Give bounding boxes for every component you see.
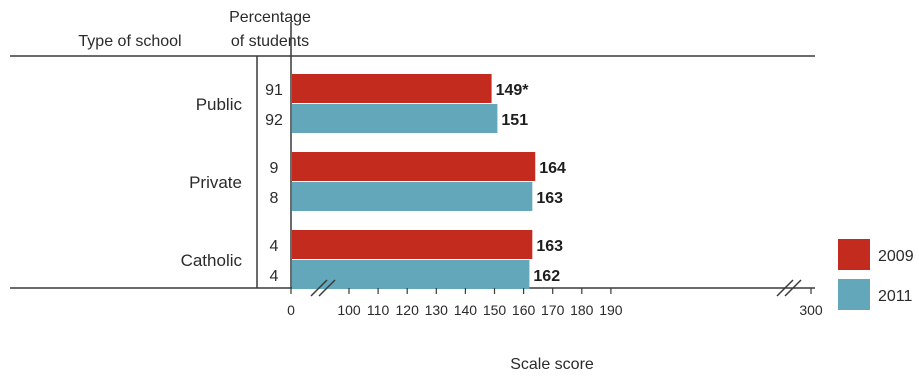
value-label-catholic-2011: 162: [533, 268, 560, 285]
percentage-private-2011: 8: [270, 190, 279, 207]
x-tick-label-150: 150: [483, 302, 507, 318]
value-label-private-2011: 163: [536, 190, 563, 207]
percentage-catholic-2009: 4: [270, 238, 279, 255]
bar-public-2011: [292, 104, 498, 133]
percentage-catholic-2011: 4: [270, 268, 279, 285]
bar-catholic-2009: [292, 230, 533, 259]
value-label-public-2009: 149*: [496, 82, 530, 99]
legend-swatch-2011: [838, 279, 870, 310]
bars: [292, 74, 536, 289]
axis-break-left: [310, 279, 336, 297]
x-tick-label-190: 190: [599, 302, 623, 318]
percentage-public-2011: 92: [265, 112, 283, 129]
legend: 2009 2011: [838, 239, 914, 310]
value-labels: 149* 151 164 163 163 162: [496, 82, 566, 285]
value-label-public-2011: 151: [501, 112, 528, 129]
percentage-public-2009: 91: [265, 82, 283, 99]
percentage-private-2009: 9: [270, 160, 279, 177]
x-tick-label-180: 180: [570, 302, 594, 318]
bar-private-2011: [292, 182, 533, 211]
category-label-public: Public: [196, 95, 243, 114]
value-label-private-2009: 164: [539, 160, 566, 177]
x-tick-label-100: 100: [337, 302, 361, 318]
percentage-labels: 91 92 9 8 4 4: [265, 82, 283, 285]
x-axis-title: Scale score: [510, 356, 594, 373]
x-tick-label-170: 170: [541, 302, 565, 318]
axis-break-right: [776, 279, 802, 297]
legend-swatch-2009: [838, 239, 870, 270]
legend-label-2011: 2011: [878, 288, 913, 305]
x-tick-label-160: 160: [512, 302, 536, 318]
bar-public-2009: [292, 74, 492, 103]
value-label-catholic-2009: 163: [536, 238, 563, 255]
x-tick-label-140: 140: [454, 302, 478, 318]
x-ticks: 0 100 110 120 130 140 150 160 170 180 190 300: [287, 288, 823, 318]
x-tick-label-120: 120: [396, 302, 420, 318]
x-tick-label-300: 300: [799, 302, 823, 318]
header-type-of-school: Type of school: [78, 33, 181, 50]
legend-label-2009: 2009: [878, 248, 914, 265]
category-label-catholic: Catholic: [181, 251, 243, 270]
x-tick-label-0: 0: [287, 302, 295, 318]
bar-catholic-2011: [292, 260, 530, 289]
x-tick-label-110: 110: [367, 302, 390, 318]
category-label-private: Private: [189, 173, 242, 192]
x-tick-label-130: 130: [425, 302, 449, 318]
bar-private-2009: [292, 152, 536, 181]
header-percentage-line1: Percentage: [229, 9, 311, 26]
header-percentage-line2: of students: [231, 33, 309, 50]
category-labels: Public Private Catholic: [181, 95, 243, 270]
